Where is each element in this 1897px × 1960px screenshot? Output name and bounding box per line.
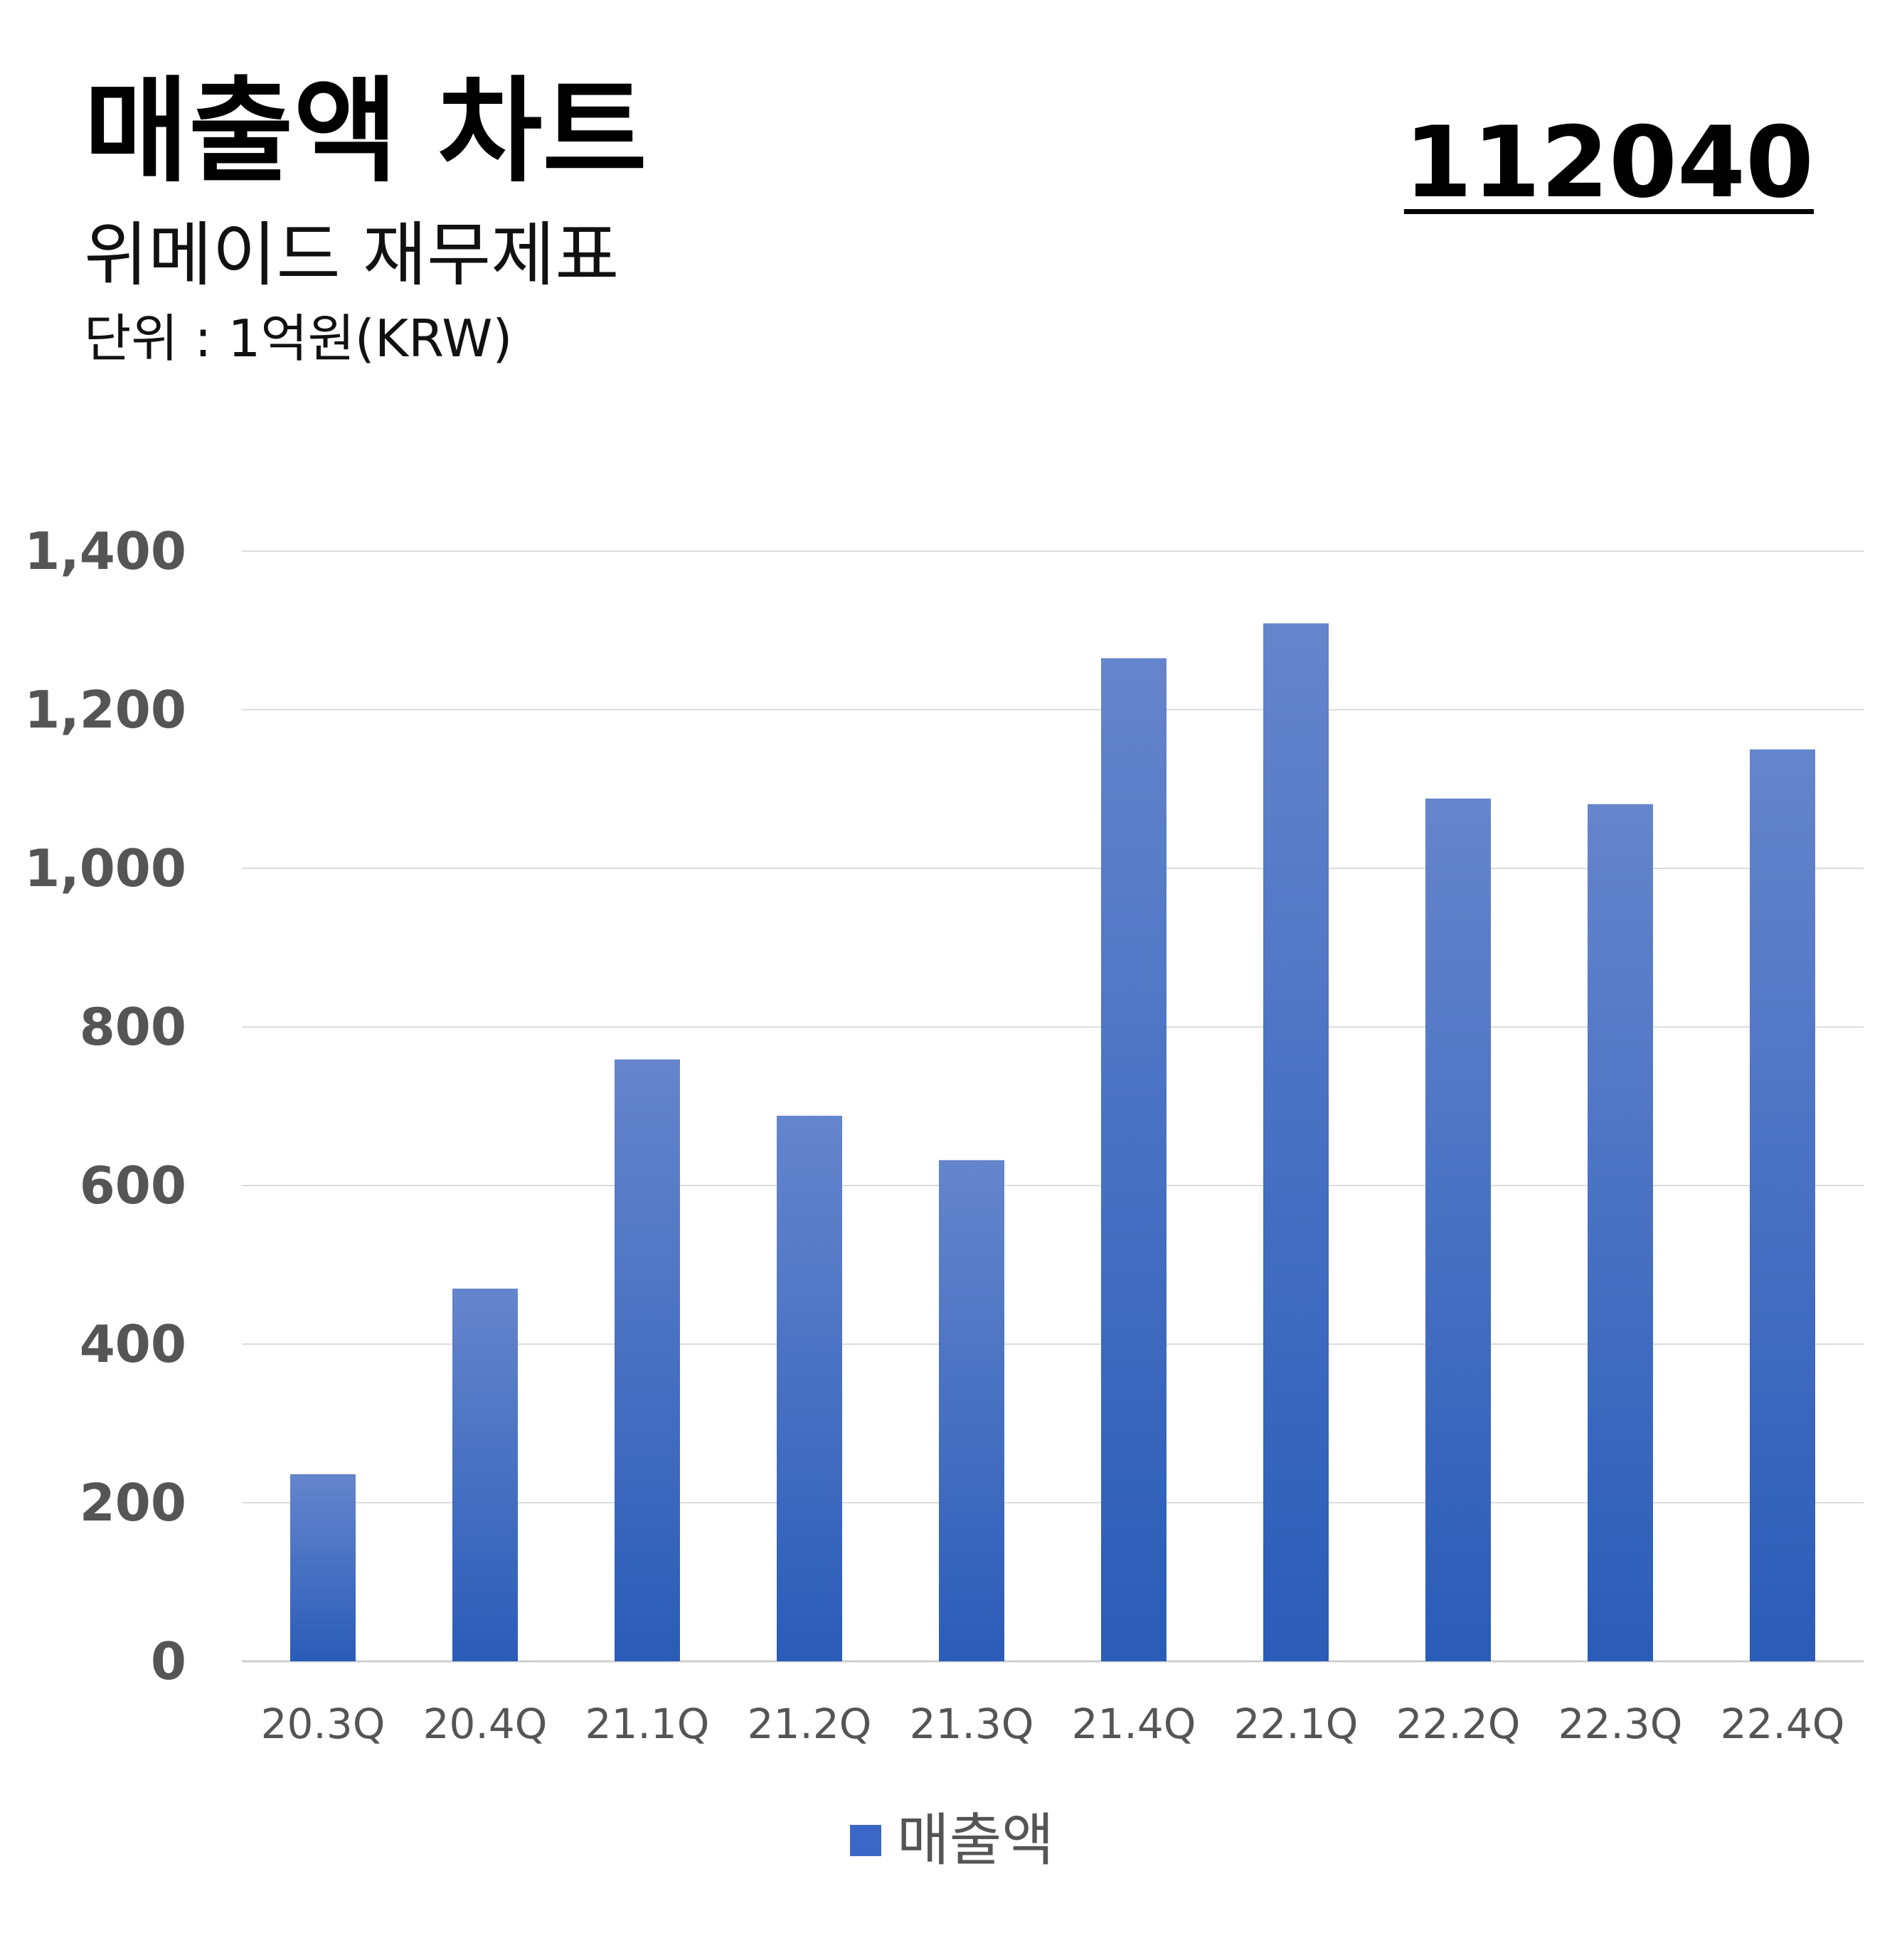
bar <box>939 1160 1004 1661</box>
x-tick-label: 22.3Q <box>1558 1700 1683 1748</box>
y-tick-label: 1,400 <box>24 521 186 581</box>
y-tick-label: 800 <box>80 997 186 1057</box>
bar <box>1750 749 1815 1661</box>
ticker-code: 112040 <box>1403 105 1814 220</box>
chart-subtitle: 위메이드 재무제표 <box>84 215 620 296</box>
legend: 매출액 <box>850 1812 1054 1869</box>
bar <box>1588 804 1653 1661</box>
bar <box>452 1288 518 1661</box>
x-axis-ticks: 20.3Q 20.4Q 21.1Q 21.2Q 21.3Q 21.4Q 22.1Q 22.2Q… <box>261 1700 1845 1748</box>
y-tick-label: 400 <box>80 1314 186 1374</box>
unit-label: 단위 : 1억원(KRW) <box>84 309 513 368</box>
chart-title: 매출액 차트 <box>84 65 647 198</box>
bar <box>1425 798 1491 1661</box>
legend-label: 매출액 <box>897 1807 1054 1873</box>
bar <box>1101 658 1167 1661</box>
y-tick-label: 1,200 <box>24 680 186 740</box>
x-tick-label: 20.4Q <box>423 1700 548 1748</box>
x-tick-label: 22.2Q <box>1396 1700 1521 1748</box>
bars <box>290 623 1815 1661</box>
bar <box>777 1115 842 1661</box>
y-tick-label: 200 <box>80 1473 186 1533</box>
y-tick-label: 0 <box>151 1631 186 1691</box>
bar <box>1263 623 1329 1661</box>
x-tick-label: 21.4Q <box>1072 1700 1196 1748</box>
y-tick-label: 1,000 <box>24 838 186 898</box>
y-tick-label: 600 <box>80 1156 186 1215</box>
legend-swatch <box>850 1825 881 1856</box>
x-tick-label: 22.1Q <box>1234 1700 1359 1748</box>
x-tick-label: 21.3Q <box>910 1700 1034 1748</box>
bar <box>290 1474 356 1661</box>
x-tick-label: 21.1Q <box>585 1700 710 1748</box>
x-tick-label: 22.4Q <box>1721 1700 1845 1748</box>
y-axis-ticks: 0 200 400 600 800 1,000 1,200 1,400 <box>24 521 186 1691</box>
bar <box>615 1059 680 1661</box>
x-tick-label: 20.3Q <box>261 1700 386 1748</box>
x-tick-label: 21.2Q <box>748 1700 872 1748</box>
